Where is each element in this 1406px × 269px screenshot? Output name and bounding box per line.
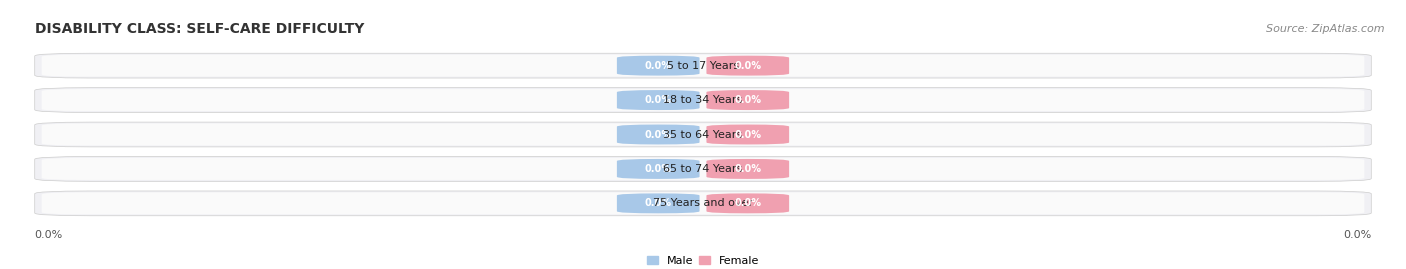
FancyBboxPatch shape <box>35 88 1371 112</box>
Text: 0.0%: 0.0% <box>645 129 672 140</box>
Legend: Male, Female: Male, Female <box>643 251 763 269</box>
Text: 75 Years and over: 75 Years and over <box>652 198 754 208</box>
Text: 0.0%: 0.0% <box>734 129 761 140</box>
Text: 0.0%: 0.0% <box>35 230 63 240</box>
FancyBboxPatch shape <box>42 158 1364 180</box>
FancyBboxPatch shape <box>617 193 700 213</box>
FancyBboxPatch shape <box>706 90 789 110</box>
Text: Source: ZipAtlas.com: Source: ZipAtlas.com <box>1267 24 1385 34</box>
Text: 0.0%: 0.0% <box>734 198 761 208</box>
Text: 0.0%: 0.0% <box>645 164 672 174</box>
Text: 0.0%: 0.0% <box>645 61 672 71</box>
Text: 0.0%: 0.0% <box>734 61 761 71</box>
FancyBboxPatch shape <box>617 159 700 179</box>
FancyBboxPatch shape <box>617 90 700 110</box>
Text: 0.0%: 0.0% <box>734 95 761 105</box>
Text: 0.0%: 0.0% <box>645 95 672 105</box>
Text: 5 to 17 Years: 5 to 17 Years <box>666 61 740 71</box>
FancyBboxPatch shape <box>706 193 789 213</box>
Text: 0.0%: 0.0% <box>734 164 761 174</box>
FancyBboxPatch shape <box>35 157 1371 181</box>
FancyBboxPatch shape <box>42 55 1364 77</box>
Text: 18 to 34 Years: 18 to 34 Years <box>664 95 742 105</box>
Text: 65 to 74 Years: 65 to 74 Years <box>664 164 742 174</box>
Text: DISABILITY CLASS: SELF-CARE DIFFICULTY: DISABILITY CLASS: SELF-CARE DIFFICULTY <box>35 22 364 36</box>
FancyBboxPatch shape <box>706 125 789 144</box>
Text: 0.0%: 0.0% <box>645 198 672 208</box>
FancyBboxPatch shape <box>42 89 1364 111</box>
FancyBboxPatch shape <box>617 56 700 76</box>
FancyBboxPatch shape <box>42 123 1364 146</box>
FancyBboxPatch shape <box>706 56 789 76</box>
Text: 35 to 64 Years: 35 to 64 Years <box>664 129 742 140</box>
FancyBboxPatch shape <box>42 192 1364 214</box>
FancyBboxPatch shape <box>35 191 1371 216</box>
FancyBboxPatch shape <box>617 125 700 144</box>
FancyBboxPatch shape <box>35 53 1371 78</box>
FancyBboxPatch shape <box>706 159 789 179</box>
FancyBboxPatch shape <box>35 122 1371 147</box>
Text: 0.0%: 0.0% <box>1343 230 1371 240</box>
